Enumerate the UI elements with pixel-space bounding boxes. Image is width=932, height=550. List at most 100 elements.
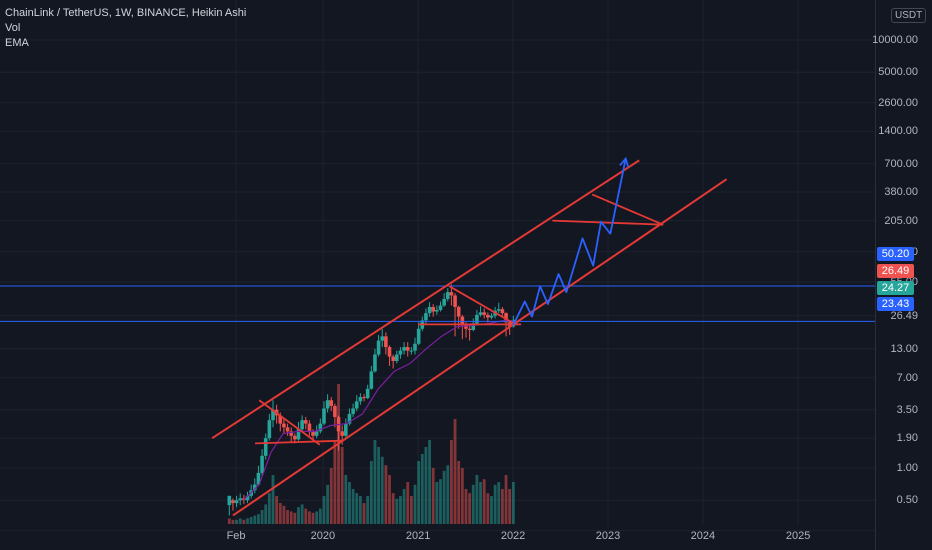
candle-body [449,292,454,296]
volume-bar [442,470,446,524]
triangle-line [448,285,516,326]
volume-bar [304,508,308,524]
candle-body [475,314,479,324]
price-tag: 24.27 [877,281,914,295]
candle-body [478,312,483,315]
volume-bar [235,519,238,524]
y-tick-label: 3.50 [896,403,918,416]
candle-body [464,324,468,329]
candle-body [453,295,457,307]
triangle-line [552,219,664,226]
volume-bar [431,468,435,524]
candle-body [365,388,370,399]
vol-indicator-label[interactable]: Vol [5,22,21,34]
ema-path [242,319,514,501]
triangle-line [591,193,664,226]
candle-body [504,313,508,323]
y-tick-label: 1400.00 [878,125,918,138]
candle-body [438,305,443,310]
volume-bar [253,515,257,524]
volume-bar [333,440,337,524]
volume-bar [511,482,515,524]
candle-body [282,423,286,428]
price-tag: 23.43 [877,297,914,311]
x-tick-label: 2020 [310,530,336,542]
volume-bar [384,465,388,524]
volume-bars [227,384,515,524]
channel-upper-line [211,159,640,440]
volume-bar [329,468,333,524]
candle-body [387,347,392,357]
candle-body [486,314,490,318]
candle-body [347,413,352,424]
candle-body [354,401,359,409]
candle-body [296,429,301,440]
candle-body [435,309,439,312]
y-tick-label: 26.49 [890,309,918,322]
volume-bar [471,484,475,524]
candle-body [238,498,243,501]
volume-bar [497,482,501,524]
candle-body [467,328,472,330]
candle-body [234,500,239,504]
candle-body [431,306,436,312]
volume-bar [406,482,410,524]
candle-body [289,431,294,436]
volume-bar [395,498,399,524]
candle-body [256,472,261,485]
candle-body [456,306,461,317]
volume-bar [300,504,304,524]
candle-body [445,292,450,299]
volume-bar [428,440,431,524]
volume-bar [453,419,457,524]
volume-bar [242,519,246,524]
candle-body [260,455,264,473]
candle-body [391,356,395,361]
volume-bar [257,514,260,524]
volume-bar [275,496,279,524]
volume-bar [337,384,340,524]
volume-bar [366,496,370,524]
volume-bar [446,465,450,524]
volume-bar [460,468,464,524]
candle-body [496,309,501,311]
volume-bar [358,496,362,524]
volume-bar [326,484,330,524]
candle-body [402,347,406,351]
triangle-line [258,399,321,446]
candle-body [314,431,319,436]
volume-bar [344,475,348,524]
candle-body [460,316,465,325]
volume-bar [391,493,395,524]
volume-bar [402,489,406,524]
volume-bar [479,482,482,524]
symbol-title[interactable]: ChainLink / TetherUS, 1W, BINANCE, Heiki… [5,7,247,19]
candle-body [413,343,417,351]
candle-body [489,315,494,318]
candle-body [369,371,374,389]
volume-bar [278,503,282,524]
volume-bar [439,479,442,524]
candle-body [340,431,344,436]
candle-body [227,495,232,506]
volume-bar [369,461,373,524]
horizontal-price-lines [0,285,875,322]
currency-unit-label[interactable]: USDT [891,8,927,23]
volume-bar [260,510,264,524]
candle-body [329,400,334,406]
candle-body [344,423,348,436]
candle-body [427,306,432,314]
ema-indicator-label[interactable]: EMA [5,37,29,49]
volume-bar [377,447,380,524]
volume-bar [486,493,490,524]
candle-body [263,438,268,456]
y-tick-label: 1.00 [896,462,918,474]
volume-bar [380,456,384,524]
y-tick-label: 1.90 [896,432,918,445]
candle-body [231,500,235,504]
volume-bar [238,518,242,524]
volume-bar [413,484,417,524]
volume-bar [308,511,311,524]
volume-bar [293,512,297,524]
